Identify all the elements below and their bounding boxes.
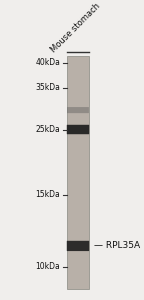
Text: — RPL35A: — RPL35A [94, 242, 140, 250]
Text: 10kDa: 10kDa [36, 262, 60, 271]
Text: 25kDa: 25kDa [36, 125, 60, 134]
Text: 35kDa: 35kDa [36, 83, 60, 92]
FancyBboxPatch shape [67, 107, 89, 113]
Bar [67, 56, 89, 289]
FancyBboxPatch shape [67, 125, 89, 134]
Text: Mouse stomach: Mouse stomach [49, 2, 102, 54]
FancyBboxPatch shape [67, 241, 89, 251]
Text: 15kDa: 15kDa [36, 190, 60, 199]
Text: 40kDa: 40kDa [36, 58, 60, 68]
